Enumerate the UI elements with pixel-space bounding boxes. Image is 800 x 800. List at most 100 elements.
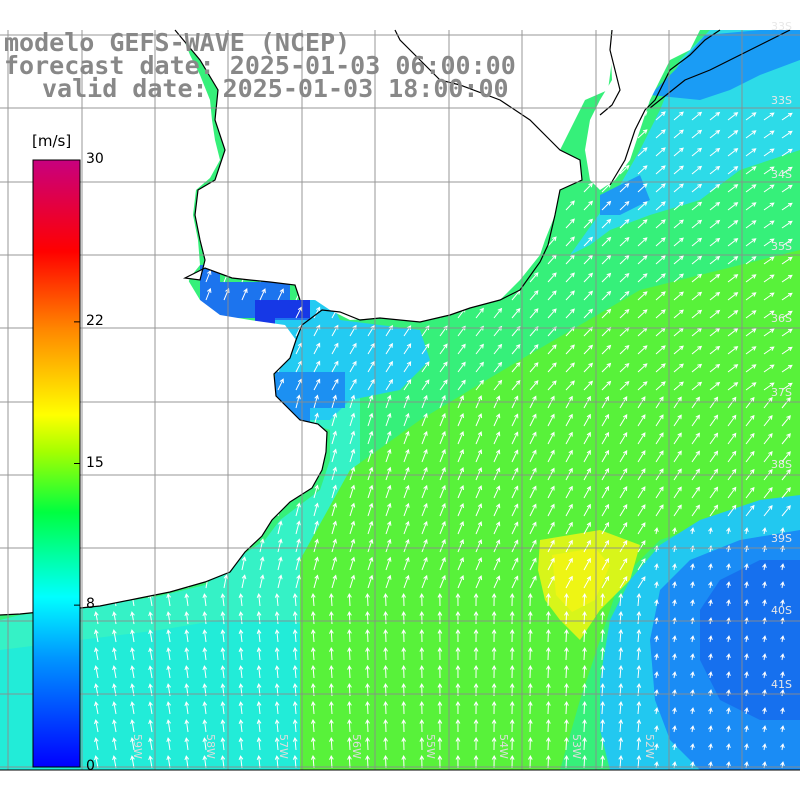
wind-arrow	[618, 664, 624, 679]
land-north	[0, 30, 612, 322]
wind-arrow	[130, 665, 135, 679]
wind-arrow	[277, 538, 283, 553]
wind-arrow	[421, 466, 428, 481]
wind-arrow	[94, 647, 99, 661]
wind-arrow	[691, 396, 700, 409]
wind-arrow	[184, 755, 190, 769]
wind-arrow	[421, 379, 430, 391]
wind-arrow	[673, 414, 682, 427]
longitude-label: 54W	[497, 734, 510, 759]
wind-arrow	[473, 664, 479, 679]
wind-arrow	[259, 574, 265, 589]
wind-arrow	[295, 484, 301, 499]
wind-arrow	[421, 484, 428, 499]
wind-arrow	[545, 664, 551, 679]
wind-arrow	[329, 646, 334, 661]
wind-arrow	[475, 449, 483, 463]
wind-arrow	[367, 342, 375, 355]
wind-arrow	[509, 700, 515, 715]
wind-arrow	[654, 671, 659, 679]
wind-arrow	[313, 574, 319, 589]
wind-arrow	[691, 363, 703, 373]
wind-arrow	[112, 719, 117, 733]
wind-arrow	[511, 344, 521, 355]
wind-arrow	[637, 540, 646, 553]
wind-arrow	[511, 380, 521, 391]
wind-arrow	[94, 629, 99, 643]
wind-arrow	[403, 448, 410, 463]
green-central-region	[300, 250, 800, 770]
wind-arrow	[545, 718, 551, 733]
wind-arrow	[690, 707, 695, 715]
wind-arrow	[763, 450, 773, 463]
wind-arrow	[94, 611, 99, 625]
wind-arrow	[421, 343, 430, 355]
wind-arrow	[582, 736, 587, 751]
wind-field	[0, 30, 800, 770]
wind-arrow	[439, 520, 446, 535]
wind-arrow	[457, 503, 464, 517]
wind-arrow	[331, 342, 339, 355]
wind-arrow	[187, 233, 194, 247]
wind-arrow	[781, 451, 791, 463]
wind-arrow	[475, 307, 484, 319]
wind-arrow	[437, 754, 443, 769]
wind-arrow	[310, 664, 316, 679]
wind-arrow	[619, 344, 630, 355]
wind-arrow	[672, 707, 677, 715]
wind-arrow	[274, 593, 280, 607]
wind-arrow	[619, 236, 630, 247]
wind-arrow	[457, 361, 466, 373]
wind-arrow	[347, 610, 352, 625]
wind-arrow	[762, 707, 767, 715]
wind-arrow	[439, 307, 448, 319]
wind-arrow	[473, 700, 479, 715]
wind-arrow	[762, 653, 767, 661]
wind-arrow	[637, 129, 648, 139]
wind-arrow	[475, 413, 483, 427]
wind-arrow	[365, 754, 370, 769]
wind-arrow	[745, 112, 757, 121]
wind-arrow	[491, 628, 497, 643]
wind-arrow	[690, 581, 695, 589]
wind-arrow	[637, 486, 646, 499]
wind-arrow	[509, 592, 515, 607]
wind-arrow	[781, 487, 791, 499]
longitude-label: 56W	[350, 734, 363, 759]
wind-arrow	[745, 328, 757, 337]
wind-arrow	[691, 414, 700, 427]
wind-arrow	[673, 345, 684, 355]
wind-arrow	[637, 414, 646, 427]
longitude-label: 58W	[204, 734, 217, 759]
wind-arrow	[347, 754, 352, 769]
wind-arrow	[202, 701, 208, 715]
wind-arrow	[763, 396, 773, 409]
wind-arrow	[419, 718, 425, 733]
wind-arrow	[403, 502, 410, 517]
wind-arrow	[403, 466, 410, 481]
latitude-label: 38S	[771, 458, 792, 471]
wind-arrow	[727, 414, 737, 427]
wind-arrow	[600, 592, 605, 607]
wind-arrow	[781, 148, 793, 157]
wind-arrow	[727, 346, 739, 355]
wind-arrow	[274, 629, 280, 643]
wind-arrow	[493, 503, 501, 517]
wind-arrow	[636, 628, 642, 643]
wind-arrow	[367, 466, 374, 481]
wind-arrow	[619, 200, 630, 211]
wind-arrow	[94, 719, 99, 733]
wind-arrow	[403, 520, 410, 535]
wind-arrow	[457, 467, 464, 481]
wind-arrow	[238, 611, 244, 625]
wind-arrow	[509, 718, 515, 733]
wind-arrow	[511, 503, 519, 517]
wind-arrow	[238, 719, 244, 733]
wind-arrow	[709, 129, 721, 139]
wind-arrow	[133, 197, 139, 211]
wind-arrow	[565, 272, 575, 283]
wind-arrow	[637, 381, 648, 391]
wind-arrow	[673, 486, 682, 499]
wind-arrow	[745, 256, 757, 265]
longitude-labels: 61W60W59W58W57W56W55W54W53W52W	[57, 734, 656, 759]
